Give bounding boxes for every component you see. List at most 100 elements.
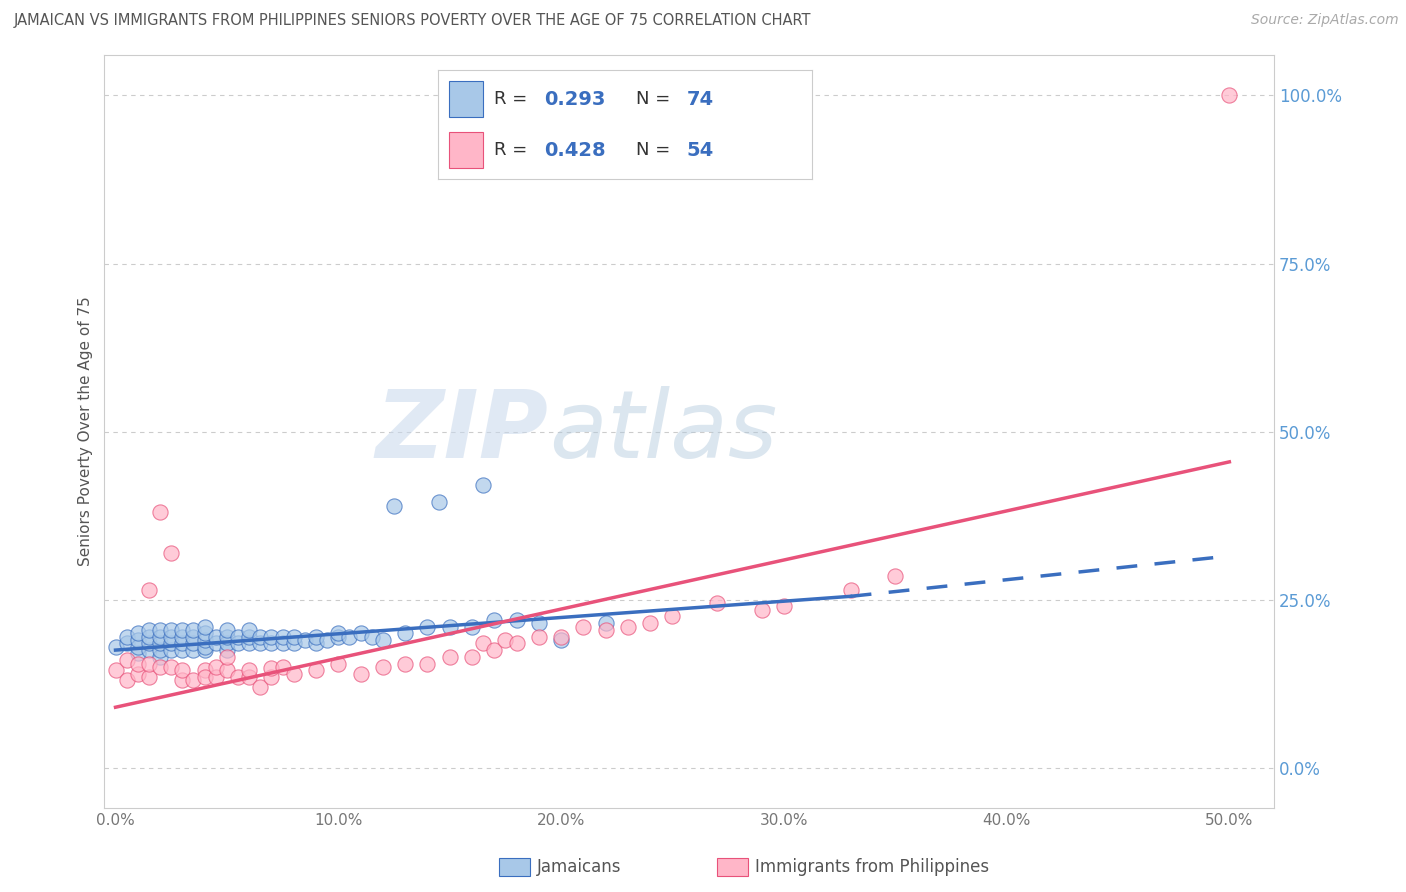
Point <box>339 630 361 644</box>
Point <box>382 499 405 513</box>
Point <box>371 633 394 648</box>
Text: Immigrants from Philippines: Immigrants from Philippines <box>755 858 990 876</box>
Text: ZIP: ZIP <box>375 385 548 477</box>
Point <box>172 643 194 657</box>
Point <box>349 666 371 681</box>
Point <box>215 623 238 637</box>
Point <box>204 660 226 674</box>
Point <box>238 670 260 684</box>
Point <box>839 582 862 597</box>
Point <box>172 630 194 644</box>
Point <box>149 636 172 650</box>
Point <box>328 630 350 644</box>
Point <box>238 636 260 650</box>
Point <box>215 649 238 664</box>
Point <box>238 663 260 677</box>
Y-axis label: Seniors Poverty Over the Age of 75: Seniors Poverty Over the Age of 75 <box>79 297 93 566</box>
Text: Jamaicans: Jamaicans <box>537 858 621 876</box>
Point <box>751 603 773 617</box>
Point <box>260 670 283 684</box>
Point <box>215 643 238 657</box>
Point <box>127 666 149 681</box>
Point <box>316 633 339 648</box>
Point <box>149 623 172 637</box>
Point <box>249 630 271 644</box>
Point <box>260 661 283 675</box>
Point <box>160 643 183 657</box>
Point <box>149 649 172 664</box>
Point <box>472 478 495 492</box>
Point <box>160 630 183 644</box>
Point <box>283 666 305 681</box>
Point <box>194 626 217 640</box>
Point <box>172 636 194 650</box>
Point <box>416 657 439 671</box>
Point <box>115 673 138 688</box>
Text: atlas: atlas <box>548 386 778 477</box>
Point <box>194 670 217 684</box>
Point <box>271 630 294 644</box>
Point <box>249 636 271 650</box>
Point <box>439 619 461 633</box>
Point <box>149 505 172 519</box>
Point <box>884 569 907 583</box>
Point <box>215 630 238 644</box>
Point <box>360 630 382 644</box>
Point <box>271 636 294 650</box>
Point <box>527 630 550 644</box>
Point <box>772 599 794 614</box>
Point <box>115 630 138 644</box>
Text: Source: ZipAtlas.com: Source: ZipAtlas.com <box>1251 13 1399 28</box>
Point <box>617 619 640 633</box>
Point <box>461 649 484 664</box>
Point <box>439 649 461 664</box>
Point <box>472 636 495 650</box>
Point <box>138 582 160 597</box>
Point <box>595 623 617 637</box>
Point <box>1218 88 1240 103</box>
Point <box>183 636 205 650</box>
Point <box>305 636 328 650</box>
Point <box>215 663 238 677</box>
Point <box>550 633 572 648</box>
Point <box>138 636 160 650</box>
Point <box>194 643 217 657</box>
Point <box>160 546 183 560</box>
Point <box>160 660 183 674</box>
Point <box>104 640 127 654</box>
Point <box>226 630 249 644</box>
Point <box>115 653 138 667</box>
Point <box>160 623 183 637</box>
Point <box>127 626 149 640</box>
Point <box>505 636 527 650</box>
Point <box>572 619 595 633</box>
Point <box>215 636 238 650</box>
Point <box>638 616 661 631</box>
Point <box>127 640 149 654</box>
Point <box>183 630 205 644</box>
Point <box>194 619 217 633</box>
Point <box>238 630 260 644</box>
Point <box>204 630 226 644</box>
Point <box>226 670 249 684</box>
Point <box>127 657 149 671</box>
Point <box>305 630 328 644</box>
Point <box>550 630 572 644</box>
Point <box>172 663 194 677</box>
Point <box>115 636 138 650</box>
Point <box>661 609 683 624</box>
Point <box>238 623 260 637</box>
Point <box>484 643 506 657</box>
Point <box>349 626 371 640</box>
Point <box>260 630 283 644</box>
Point <box>328 626 350 640</box>
Point <box>149 660 172 674</box>
Point <box>305 663 328 677</box>
Point <box>127 647 149 661</box>
Point <box>183 673 205 688</box>
Point <box>484 613 506 627</box>
Point <box>138 657 160 671</box>
Text: JAMAICAN VS IMMIGRANTS FROM PHILIPPINES SENIORS POVERTY OVER THE AGE OF 75 CORRE: JAMAICAN VS IMMIGRANTS FROM PHILIPPINES … <box>14 13 811 29</box>
Point <box>294 633 316 648</box>
Point <box>204 636 226 650</box>
